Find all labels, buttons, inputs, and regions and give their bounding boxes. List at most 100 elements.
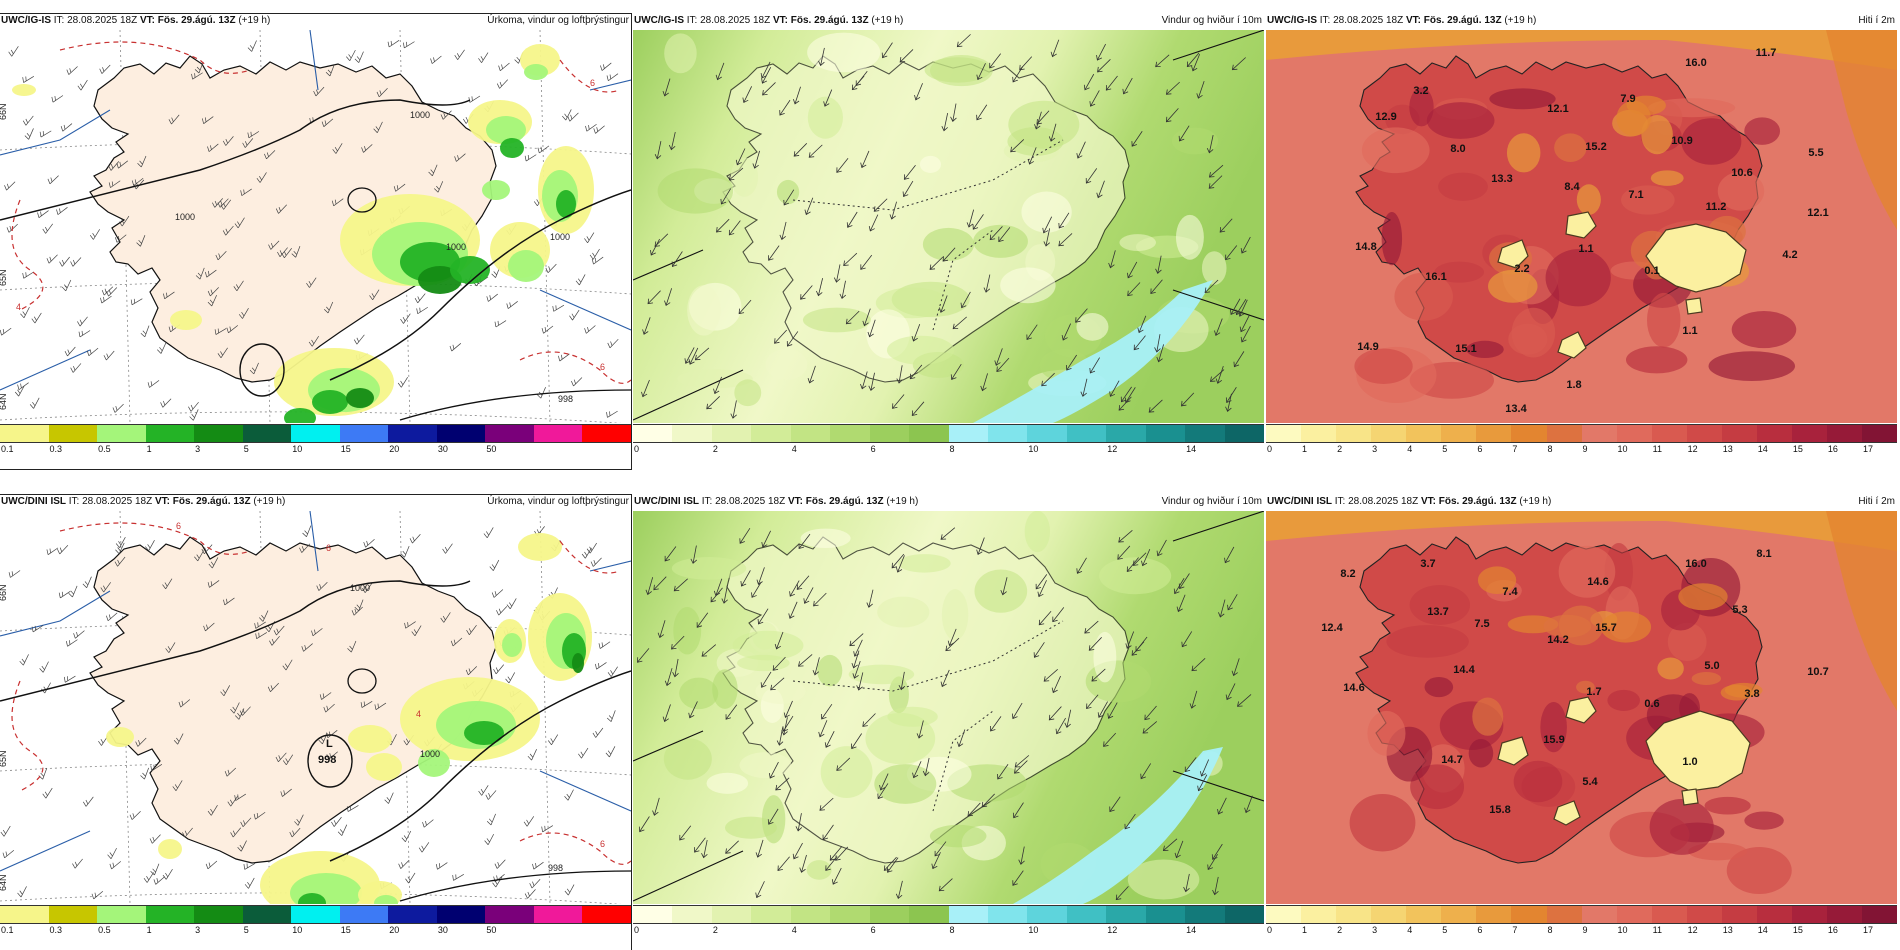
precip-area — [418, 749, 450, 777]
wind-barb-icon — [527, 749, 537, 761]
colorbar-swatch — [1106, 425, 1146, 442]
wind-barb-icon — [299, 543, 311, 553]
glacier-area — [1497, 239, 1529, 269]
colorbar-swatch — [1476, 906, 1512, 923]
colorbar-swatch — [1336, 906, 1372, 923]
colorbar-swatch — [1406, 425, 1442, 442]
colorbar-swatch — [909, 906, 949, 923]
wind-barb-icon — [319, 692, 332, 700]
colorbar-tick-label: 1 — [1302, 444, 1308, 454]
wind-arrow-icon — [1051, 675, 1061, 694]
wind-arrow-icon — [696, 612, 709, 628]
wind-barb-icon — [428, 164, 438, 177]
wind-barb-icon — [581, 547, 592, 559]
colorbar-swatch — [1476, 425, 1512, 442]
wind-arrow-icon — [1097, 701, 1108, 718]
wind-barb-icon — [324, 301, 334, 314]
colorbar-swatch — [0, 425, 49, 442]
colorbar-tick-label: 15 — [340, 444, 351, 454]
colorbar-swatch — [1266, 906, 1302, 923]
colorbar-tick-label: 8 — [949, 444, 955, 454]
colorbar-tick-label: 20 — [389, 444, 400, 454]
temperature-value: 16.0 — [1685, 57, 1706, 69]
wind-arrow-icon — [762, 82, 776, 96]
wind-arrow-icon — [1118, 529, 1133, 543]
wind-arrow-icon — [952, 316, 967, 330]
temperature-value: 14.8 — [1355, 241, 1376, 253]
colorbar-swatch — [1651, 906, 1687, 923]
wind-arrow-icon — [934, 841, 947, 857]
wind-barb-icon — [66, 639, 78, 647]
wind-barb-icon — [238, 307, 249, 319]
colorbar-tick-label: 10 — [1617, 925, 1628, 935]
wind-arrow-icon — [798, 654, 813, 667]
wind-barb-icon — [393, 183, 406, 192]
wind-arrow-icon — [779, 221, 787, 241]
wind-arrow-icon — [1088, 637, 1102, 651]
colorbar-ticks: 0 2 4 6 8 10 12 14 — [633, 924, 1264, 935]
colorbar-tick-label: 7 — [1512, 444, 1518, 454]
wind-arrow-icon — [903, 165, 916, 180]
colorbar-tick-label: 9 — [1582, 925, 1588, 935]
colorbar-swatch — [830, 906, 870, 923]
low-pressure-value: 998 — [318, 754, 336, 766]
wind-barb-icon — [212, 198, 223, 208]
wind-barb-icon — [20, 306, 30, 319]
wind-arrow-icon — [775, 777, 790, 791]
wind-arrow-icon — [1011, 702, 1023, 720]
wind-arrow-icon — [1037, 580, 1047, 598]
wind-barb-icon — [57, 545, 69, 555]
wind-barb-icon — [454, 49, 465, 60]
wind-barb-icon — [22, 115, 34, 126]
colorbar-tick-label: 15 — [1792, 925, 1803, 935]
wind-arrow-icon — [1061, 323, 1072, 341]
wind-barb-icon — [442, 543, 453, 554]
wind-arrow-icon — [941, 112, 949, 132]
colorbar-tick-label: 10 — [292, 444, 303, 454]
wind-arrow-icon — [742, 86, 753, 104]
colorbar-swatch — [987, 906, 1028, 923]
wind-arrow-icon — [647, 290, 661, 305]
colorbar-swatches — [633, 424, 1264, 443]
colorbar-swatch — [1756, 425, 1792, 442]
colorbar-swatch — [48, 425, 98, 442]
wind-barb-icon — [143, 872, 154, 883]
wind-barb-icon — [562, 109, 572, 121]
colorbar-tick-label: 6 — [1477, 925, 1483, 935]
wind-barb-icon — [584, 232, 595, 244]
wind-barb-icon — [145, 540, 155, 551]
wind-barb-icon — [484, 833, 495, 845]
precip-area — [556, 190, 576, 218]
wind-barb-icon — [607, 666, 618, 677]
wind-barb-icon — [294, 814, 304, 826]
colorbar-tick-label: 5 — [243, 444, 249, 454]
wind-arrow-icon — [1204, 279, 1219, 293]
temperature-value: 12.9 — [1375, 111, 1396, 123]
precip-map: 1000 998 1000 6 6 4 6 L 998 66N 65N 64N — [0, 511, 631, 904]
wind-arrow-icon — [845, 310, 860, 325]
wind-barb-icon — [313, 86, 325, 97]
wind-barb-icon — [237, 840, 247, 852]
wind-arrow-icon — [1010, 139, 1025, 153]
wind-arrow-icon — [862, 308, 871, 327]
lead-time: (+19 h) — [1504, 15, 1537, 26]
wind-arrow-icon — [1208, 175, 1223, 189]
wind-barb-icon — [77, 79, 88, 91]
colorbar-tick-label: 0 — [1267, 444, 1273, 454]
wind-arrow-icon — [860, 150, 870, 169]
wind-arrow-icon — [976, 63, 986, 81]
colorbar-swatch — [582, 425, 631, 442]
colorbar-tick-label: 2 — [1337, 444, 1343, 454]
colorbar-tick-label: 1 — [1302, 925, 1308, 935]
wind-barb-icon — [496, 606, 508, 616]
wind-arrow-icon — [1165, 81, 1180, 95]
wind-arrow-icon — [755, 839, 764, 858]
colorbar-tick-label: 12 — [1107, 444, 1118, 454]
colorbar-swatch — [1686, 906, 1722, 923]
wind-barb-icon — [524, 154, 537, 162]
wind-barb-icon — [354, 599, 364, 612]
wind-arrow-icon — [713, 578, 723, 597]
colorbar-swatch — [1027, 425, 1067, 442]
colorbar-swatch — [672, 425, 712, 442]
wind-barb-icon — [100, 582, 111, 593]
